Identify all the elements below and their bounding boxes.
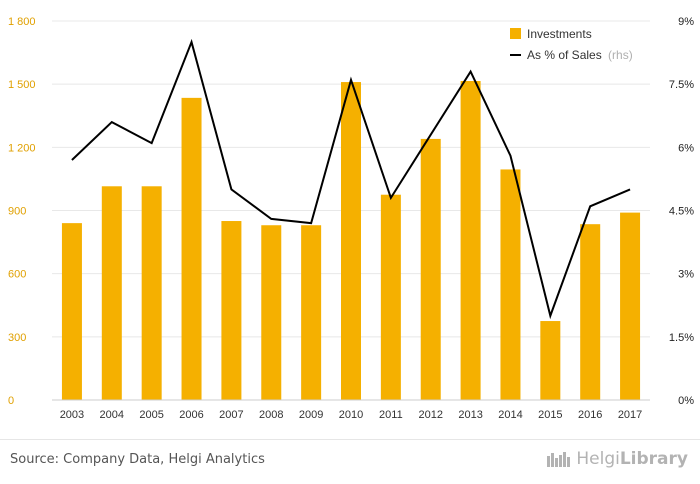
left-tick-label: 1 500	[8, 79, 36, 91]
footer: Source: Company Data, Helgi Analytics He…	[0, 439, 700, 484]
right-tick-label: 3%	[678, 269, 694, 281]
x-tick-label: 2012	[418, 409, 442, 421]
investment-bar	[421, 139, 441, 400]
x-tick-label: 2006	[179, 409, 203, 421]
x-tick-label: 2007	[219, 409, 243, 421]
right-tick-label: 6%	[678, 142, 694, 154]
x-tick-label: 2008	[259, 409, 283, 421]
logo-text-light: Helgi	[576, 449, 619, 469]
left-tick-label: 900	[8, 206, 26, 218]
right-tick-label: 9%	[678, 16, 694, 28]
left-tick-label: 300	[8, 332, 26, 344]
investment-bar	[102, 186, 122, 400]
investment-bar	[461, 81, 481, 400]
legend-label-investments: Investments	[527, 27, 592, 41]
x-tick-label: 2003	[60, 409, 84, 421]
right-axis: 0% 1.5% 3% 4.5% 6% 7.5% 9%	[669, 16, 694, 407]
x-axis: 2003 2004 2005 2006 2007 2008 2009 2010 2011 2012…	[52, 400, 650, 421]
left-tick-label: 1 200	[8, 142, 36, 154]
left-tick-label: 0	[8, 395, 14, 407]
logo-text-bold: Library	[620, 449, 688, 469]
right-tick-label: 4.5%	[669, 206, 694, 218]
x-tick-label: 2004	[100, 409, 124, 421]
investment-bar	[620, 213, 640, 400]
x-tick-label: 2009	[299, 409, 323, 421]
right-tick-label: 0%	[678, 395, 694, 407]
x-tick-label: 2014	[498, 409, 522, 421]
investment-bar	[381, 195, 401, 400]
investment-bar	[580, 224, 600, 400]
legend: Investments As % of Sales (rhs)	[510, 27, 633, 62]
legend-swatch-investments	[510, 28, 521, 39]
chart: 0 300 600 900 1 200 1 500 1 800 0% 1.5% 3% 4.5% 6%…	[0, 0, 700, 439]
x-tick-label: 2010	[339, 409, 363, 421]
left-tick-label: 600	[8, 269, 26, 281]
investment-bar	[341, 82, 361, 400]
investment-bar	[182, 98, 202, 400]
investment-bar	[142, 186, 162, 400]
legend-label-sales-percent: As % of Sales (rhs)	[527, 48, 633, 62]
x-tick-label: 2005	[139, 409, 163, 421]
x-tick-label: 2011	[379, 409, 403, 421]
investment-bar	[62, 223, 82, 400]
right-tick-label: 7.5%	[669, 79, 694, 91]
right-tick-label: 1.5%	[669, 332, 694, 344]
source-note: Source: Company Data, Helgi Analytics	[10, 452, 265, 467]
x-tick-label: 2016	[578, 409, 602, 421]
x-tick-label: 2013	[458, 409, 482, 421]
x-tick-label: 2017	[618, 409, 642, 421]
investment-bars	[62, 81, 640, 400]
left-axis: 0 300 600 900 1 200 1 500 1 800	[8, 16, 36, 407]
investment-bar	[261, 225, 281, 400]
investment-bar	[540, 321, 560, 400]
left-tick-label: 1 800	[8, 16, 36, 28]
x-tick-label: 2015	[538, 409, 562, 421]
investment-bar	[221, 221, 241, 400]
investment-bar	[500, 169, 520, 400]
investment-bar	[301, 225, 321, 400]
bookshelf-icon	[546, 450, 572, 468]
